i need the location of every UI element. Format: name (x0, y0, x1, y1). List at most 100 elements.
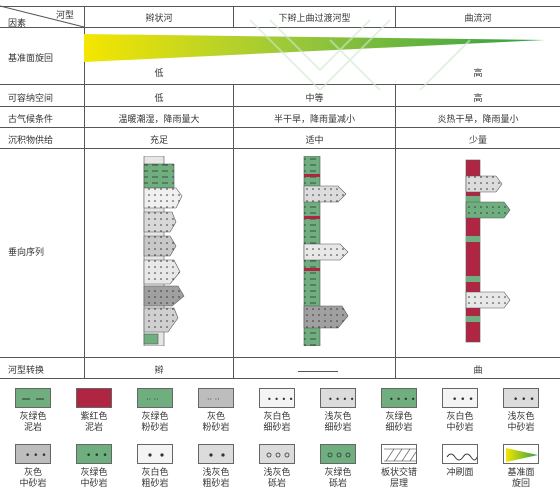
row-label-river-transition: 河型转换 (8, 366, 45, 376)
lightgrey-mediumsandstone-icon: • • • (503, 388, 539, 408)
row-label-paleoclimate: 古气候条件 (8, 115, 54, 125)
accommodation-meandering: 高 (473, 94, 483, 104)
supply-braided: 充足 (149, 136, 168, 146)
row-divider (0, 127, 560, 128)
legend-label-1: 灰色 (206, 412, 225, 422)
legend-label-1: 紫红色 (80, 412, 108, 422)
legend-label-1: 灰白色 (141, 468, 169, 478)
table-bottom-border (0, 378, 560, 379)
legend-label-2: 层理 (389, 479, 408, 489)
greygreen-finesandstone-icon: • • • • (381, 388, 417, 408)
legend-item: • • • • 灰白色 细砂岩 (249, 388, 305, 434)
header-diagonal (0, 5, 85, 28)
legend-label-2: 泥岩 (23, 423, 42, 433)
greygreen-conglomerate-icon (320, 444, 356, 464)
row-label-base-level: 基准面旋回 (8, 54, 54, 64)
legend: 灰绿色 泥岩 紫红色 泥岩 ·· ·· 灰绿色 粉砂岩 ·· ·· 灰色 粉砂岩 • •… (0, 388, 560, 498)
legend-label-2: 粉砂岩 (141, 423, 169, 433)
legend-label-1: 冲刷面 (446, 468, 474, 478)
legend-label-1: 浅灰色 (202, 468, 230, 478)
legend-label-1: 灰绿色 (385, 412, 413, 422)
base-level-high: 高 (473, 69, 483, 79)
legend-label-1: 板状交错 (380, 468, 417, 478)
comparison-table: 河型 因素 辫状河 下辫上曲过渡河型 曲流河 基准面旋回 可容纳空间 古气候条件… (0, 5, 560, 379)
legend-label-1: 基准面 (507, 468, 535, 478)
svg-text:• • • •: • • • • (267, 395, 294, 404)
legend-label-2: 砾岩 (328, 479, 347, 489)
legend-item: 灰白色 粗砂岩 (127, 444, 183, 490)
supply-transitional: 适中 (305, 136, 324, 146)
legend-item: 浅灰色 粗砂岩 (188, 444, 244, 490)
svg-text:• • • •: • • • • (328, 395, 355, 404)
legend-label-2: 中砂岩 (446, 423, 474, 433)
legend-label-2: 中砂岩 (507, 423, 535, 433)
legend-label-1: 浅灰色 (263, 468, 291, 478)
climate-transitional: 半干旱，降雨量减小 (273, 115, 355, 125)
supply-meandering: 少量 (468, 136, 487, 146)
legend-label-1: 灰绿色 (324, 468, 352, 478)
legend-label-1: 灰绿色 (80, 468, 108, 478)
legend-item: 灰绿色 砾岩 (310, 444, 366, 490)
svg-text:• • •: • • • (25, 451, 47, 461)
legend-label-2: 粉砂岩 (202, 423, 230, 433)
legend-item: 紫红色 泥岩 (66, 388, 122, 434)
column-header-meandering: 曲流河 (464, 14, 492, 24)
row-label-vertical-sequence: 垂向序列 (8, 248, 45, 258)
legend-label-1: 浅灰色 (507, 412, 535, 422)
lightgrey-conglomerate-icon (259, 444, 295, 464)
transition-meandering: 曲 (473, 366, 483, 376)
greygreen-mediumsandstone-icon: • • • (76, 444, 112, 464)
legend-label-2: 旋回 (511, 479, 530, 489)
column-header-braided: 辫状河 (145, 14, 173, 24)
legend-label-1: 灰色 (23, 468, 42, 478)
transitional-sequence-column (303, 156, 349, 346)
row-divider (0, 106, 560, 107)
legend-label-2: 粗砂岩 (141, 479, 169, 489)
column-divider (395, 6, 396, 28)
legend-item: • • • 灰白色 中砂岩 (432, 388, 488, 434)
svg-text:• • •: • • • (513, 395, 535, 405)
lightgrey-coarsesandstone-icon (198, 444, 234, 464)
legend-item: 板状交错 层理 (371, 444, 427, 490)
legend-item: 浅灰色 砾岩 (249, 444, 305, 490)
meandering-sequence-column (465, 159, 511, 343)
svg-text:·· ··: ·· ·· (146, 395, 159, 404)
legend-label-2: 砾岩 (267, 479, 286, 489)
greygreen-siltstone-icon: ·· ·· (137, 388, 173, 408)
legend-label-2: 细砂岩 (385, 423, 413, 433)
transition-braided: 辫 (154, 366, 164, 376)
legend-item: ·· ·· 灰色 粉砂岩 (188, 388, 244, 434)
legend-item: • • • • 灰绿色 细砂岩 (371, 388, 427, 434)
legend-label-1: 灰绿色 (141, 412, 169, 422)
legend-label-2: 细砂岩 (324, 423, 352, 433)
row-divider (0, 357, 560, 358)
purplered-mudstone-icon (76, 388, 112, 408)
greygreen-mudstone-icon (15, 388, 51, 408)
legend-label-2: 粗砂岩 (202, 479, 230, 489)
legend-item: • • • 浅灰色 中砂岩 (493, 388, 549, 434)
base-level-cycle-icon (503, 444, 539, 464)
corner-top-label: 河型 (56, 11, 75, 21)
svg-text:·· ··: ·· ·· (207, 395, 220, 404)
legend-label-1: 浅灰色 (324, 412, 352, 422)
column-divider (84, 6, 85, 378)
lightgrey-finesandstone-icon: • • • • (320, 388, 356, 408)
base-level-wedge (84, 19, 545, 90)
legend-label-2: 细砂岩 (263, 423, 291, 433)
legend-label-1: 灰白色 (263, 412, 291, 422)
legend-item: 冲刷面 (432, 444, 488, 479)
row-label-sediment-supply: 沉积物供给 (8, 136, 54, 146)
row-label-accommodation: 可容纳空间 (8, 94, 54, 104)
svg-text:• • • •: • • • • (389, 395, 416, 404)
accommodation-transitional: 中等 (305, 94, 324, 104)
svg-text:• • •: • • • (452, 395, 474, 405)
legend-item: • • • 灰色 中砂岩 (5, 444, 61, 490)
header-divider (0, 27, 560, 28)
tabular-cross-bedding-icon (381, 444, 417, 464)
column-divider (395, 84, 396, 378)
base-level-low: 低 (154, 69, 164, 79)
row-divider (0, 84, 560, 85)
grey-mediumsandstone-icon: • • • (15, 444, 51, 464)
legend-item: 灰绿色 泥岩 (5, 388, 61, 434)
table-top-border (0, 6, 560, 7)
